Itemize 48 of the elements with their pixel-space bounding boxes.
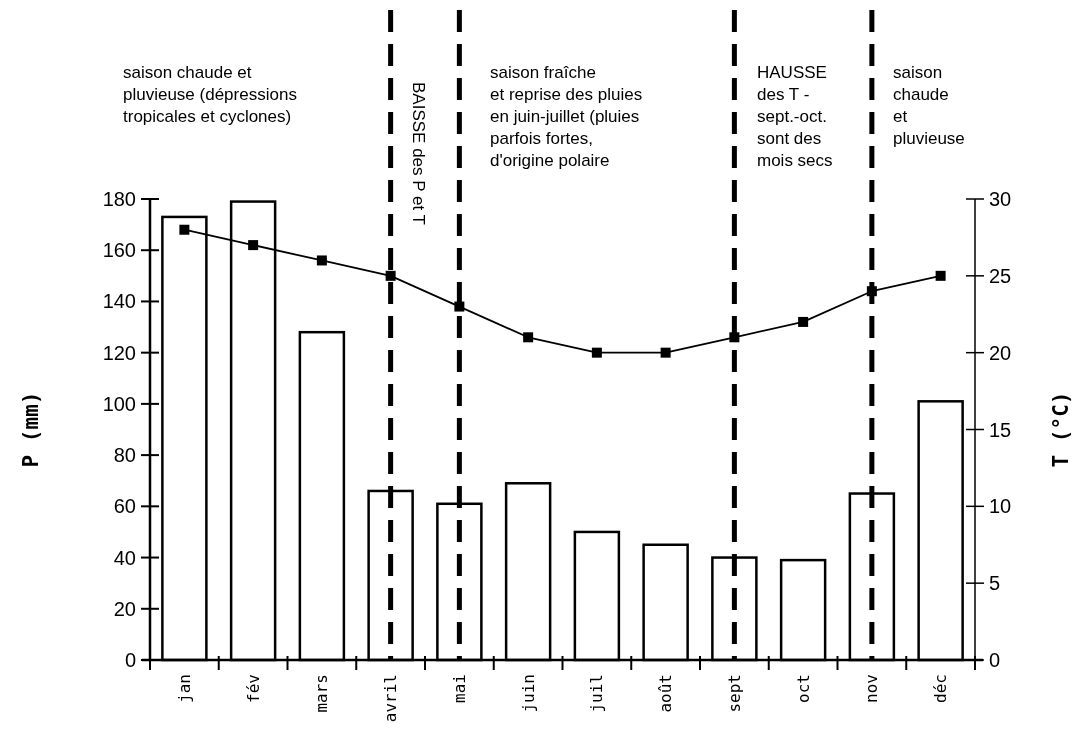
x-tick-label: juil <box>587 674 607 713</box>
y2-tick-label: 30 <box>989 188 1012 210</box>
y2-tick-label: 5 <box>989 572 1001 595</box>
y2-tick-label: 20 <box>989 341 1012 364</box>
x-tick-label: mai <box>449 674 469 703</box>
text: saison chaude et pluvieuse (dépressions tropicales et cyclones) <box>123 63 297 126</box>
point <box>660 347 671 358</box>
y2-tick-label: 0 <box>989 649 1001 671</box>
y2-tick-label: 15 <box>989 418 1012 441</box>
y2-tick-label: 25 <box>989 264 1012 287</box>
point <box>729 332 740 343</box>
point <box>316 255 327 266</box>
y-tick-label: 180 <box>102 188 136 210</box>
y-tick-label: 60 <box>113 495 136 518</box>
point <box>248 240 259 251</box>
x-tick-label: fév <box>243 674 263 703</box>
y-tick-label: 80 <box>113 444 136 467</box>
annotation: BAISSE des P et T <box>409 82 428 226</box>
point <box>385 270 396 281</box>
point <box>866 286 877 297</box>
y-tick-label: 0 <box>124 649 136 671</box>
point <box>523 332 534 343</box>
x-tick-label: jan <box>174 674 194 703</box>
y-tick-label: 160 <box>102 239 136 262</box>
x-tick-label: déc <box>931 674 951 703</box>
y-tick-label: 100 <box>102 392 136 415</box>
point <box>798 316 809 327</box>
y2-axis-title: T (°C) <box>1049 391 1073 468</box>
x-tick-label: avril <box>381 674 401 723</box>
x-tick-label: sept <box>724 674 744 713</box>
text: saison chaude et pluvieuse <box>893 63 965 148</box>
y-axis-title: P (mm) <box>19 391 43 468</box>
y-tick-label: 20 <box>113 597 136 620</box>
y-tick-label: 140 <box>102 290 136 313</box>
y-tick-label: 40 <box>113 546 136 569</box>
point <box>591 347 602 358</box>
x-tick-label: juin <box>518 674 538 713</box>
point <box>454 301 465 312</box>
x-tick-label: oct <box>793 674 813 703</box>
x-tick-label: août <box>656 674 676 713</box>
text: HAUSSE des T - sept.-oct. sont des mois secs <box>757 63 833 170</box>
x-tick-label: nov <box>862 674 882 703</box>
point <box>179 224 190 235</box>
point <box>935 270 946 281</box>
text: saison fraîche et reprise des pluies en juin-juillet (pluies parfois fortes, d'origine polaire <box>490 63 643 170</box>
x-tick-label: mars <box>312 674 332 713</box>
y2-tick-label: 10 <box>989 495 1012 518</box>
y-tick-label: 120 <box>102 341 136 364</box>
